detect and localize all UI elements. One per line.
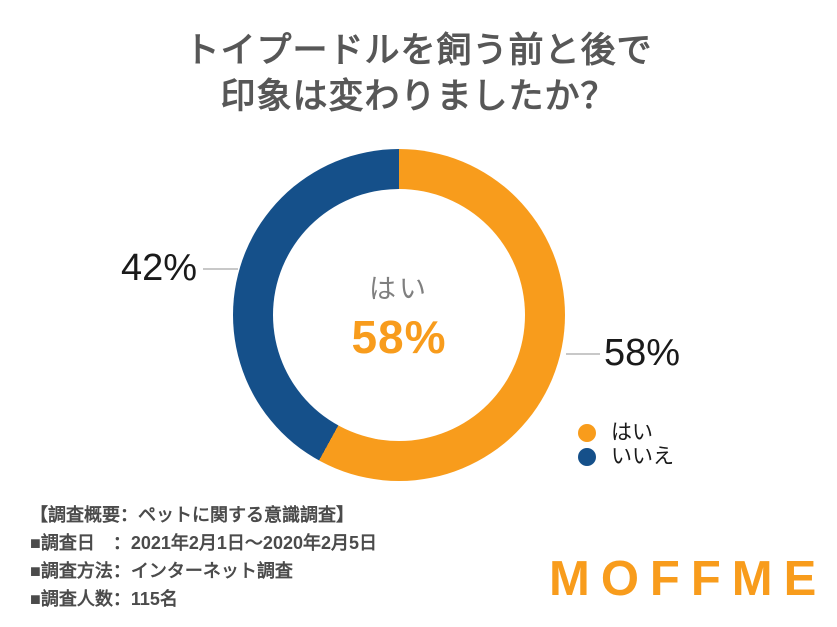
chart-title-line2: 印象は変わりましたか？ [220,77,617,116]
legend-item-no: いいえ [578,445,674,468]
callout-label-no: 42% [120,247,197,289]
legend: はい いいえ [578,421,674,471]
callout-line-left [203,268,238,270]
survey-heading: 【調査概要：ペットに関する意識調査】 [30,505,354,525]
donut-center-label: はい [369,273,429,304]
survey-count: ■調査人数：115名 [30,589,178,609]
callout-line-right [566,353,600,355]
donut-center-value: 58% [351,310,447,363]
chart-title-line1: トイプードルを飼う前と後で [184,31,653,70]
legend-label-yes: はい [611,421,653,444]
survey-info: 【調査概要：ペットに関する意識調査】 ■調査日 ：2021年2月1日～2020年… [30,501,377,613]
legend-item-yes: はい [578,421,674,444]
survey-method: ■調査方法：インターネット調査 [30,561,293,581]
callout-label-yes: 58% [604,332,681,374]
legend-dot-yes-icon [578,423,596,442]
chart-title: トイプードルを飼う前と後で 印象は変わりましたか？ [0,28,837,120]
legend-label-no: いいえ [611,445,674,468]
legend-dot-no-icon [578,447,596,466]
donut-center: はい 58% [273,189,525,441]
survey-date: ■調査日 ：2021年2月1日～2020年2月5日 [30,533,377,553]
moffme-logo: MOFFME [549,552,828,606]
